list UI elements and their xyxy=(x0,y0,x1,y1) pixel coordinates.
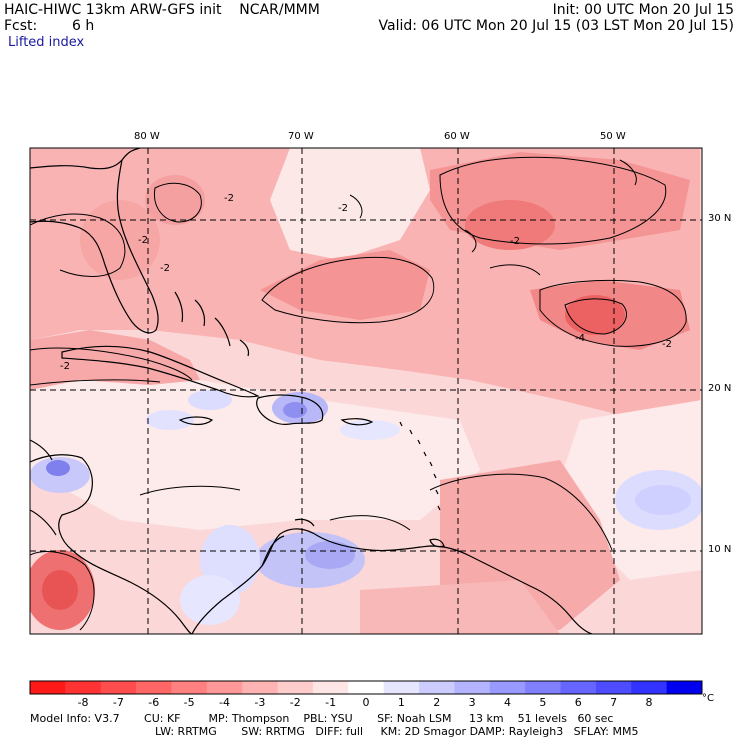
colorbar-tick-label: 0 xyxy=(362,696,370,709)
colorbar-tick-label: -4 xyxy=(219,696,230,709)
contour-label: -2 xyxy=(662,339,672,350)
colorbar-swatch xyxy=(383,681,420,694)
colorbar-tick-label: -8 xyxy=(77,696,89,709)
map-frame xyxy=(29,147,703,635)
colorbar-swatch xyxy=(595,681,632,694)
colorbar-tick-label: -1 xyxy=(325,696,337,709)
contour-label: -2 xyxy=(60,361,70,372)
field-name: Lifted index xyxy=(8,35,85,50)
colorbar-tick-label: 6 xyxy=(574,696,582,709)
colorbar-tick-label: 1 xyxy=(397,696,405,709)
model-info-line2: LW: RRTMG SW: RRTMG DIFF: full KM: 2D Sm… xyxy=(155,725,639,738)
contour-label: -2 xyxy=(138,235,148,246)
colorbar-swatch xyxy=(242,681,279,694)
latlon-grid xyxy=(30,148,702,634)
colorbar-tick-label: -5 xyxy=(183,696,195,709)
colorbar-tick-label: 5 xyxy=(539,696,547,709)
colorbar-tick-label: 7 xyxy=(610,696,618,709)
colorbar-swatch xyxy=(489,681,526,694)
lon-label-70w: 70 W xyxy=(288,131,314,142)
colorbar-tick-label: -2 xyxy=(289,696,301,709)
lon-label-60w: 60 W xyxy=(444,131,470,142)
colorbar-tick-label: 3 xyxy=(468,696,476,709)
colorbar-swatch xyxy=(312,681,349,694)
colorbar-swatch xyxy=(525,681,562,694)
colorbar-tick-label: 8 xyxy=(645,696,653,709)
contour-label: -4 xyxy=(575,333,585,344)
contour-label-group: -2 -2 -2 -2 -2 -4 -2 -2 xyxy=(60,193,672,372)
lat-label-20n: 20 N xyxy=(708,383,732,394)
colorbar-tick-label: 2 xyxy=(433,696,441,709)
contour-lines xyxy=(30,156,687,631)
colorbar-swatch xyxy=(348,681,385,694)
lat-label-10n: 10 N xyxy=(708,544,732,555)
colorbar-tick-label: -7 xyxy=(112,696,124,709)
coastlines xyxy=(30,148,593,634)
model-title: HAIC-HIWC 13km ARW-GFS init NCAR/MMM xyxy=(4,2,320,18)
colorbar-swatch xyxy=(454,681,491,694)
colorbar-swatch xyxy=(631,681,668,694)
forecast-label: Fcst: xyxy=(4,18,38,34)
colorbar-tick-label: -6 xyxy=(148,696,160,709)
contour-label: -2 xyxy=(338,203,348,214)
colorbar-swatch xyxy=(560,681,597,694)
colorbar-swatch xyxy=(171,681,208,694)
lat-label-30n: 30 N xyxy=(708,213,732,224)
colorbar-swatch xyxy=(206,681,243,694)
model-info-line1: Model Info: V3.7 CU: KF MP: Thompson PBL… xyxy=(30,712,614,725)
colorbar-swatch xyxy=(65,681,102,694)
colorbar-frame xyxy=(29,680,703,695)
colorbar-swatch xyxy=(136,681,172,694)
colorbar-swatch xyxy=(100,681,137,694)
valid-time: Valid: 06 UTC Mon 20 Jul 15 (03 LST Mon … xyxy=(378,18,734,34)
forecast-hours: 6 h xyxy=(72,18,95,34)
contour-label: -2 xyxy=(510,236,520,247)
contour-label: -2 xyxy=(224,193,234,204)
lon-label-80w: 80 W xyxy=(134,131,160,142)
lon-label-50w: 50 W xyxy=(600,131,626,142)
colorbar-swatch xyxy=(666,681,703,694)
colorbar-swatch xyxy=(30,681,66,694)
colorbar-unit: °C xyxy=(702,693,714,704)
colorbar-tick-label: 4 xyxy=(503,696,511,709)
init-time: Init: 00 UTC Mon 20 Jul 15 xyxy=(552,2,734,18)
colorbar-tick-label: -3 xyxy=(254,696,266,709)
colorbar-swatch xyxy=(419,681,455,694)
contour-label: -2 xyxy=(160,263,170,274)
colorbar-swatch xyxy=(277,681,314,694)
colorbar xyxy=(29,680,703,695)
field-shading xyxy=(30,148,702,634)
